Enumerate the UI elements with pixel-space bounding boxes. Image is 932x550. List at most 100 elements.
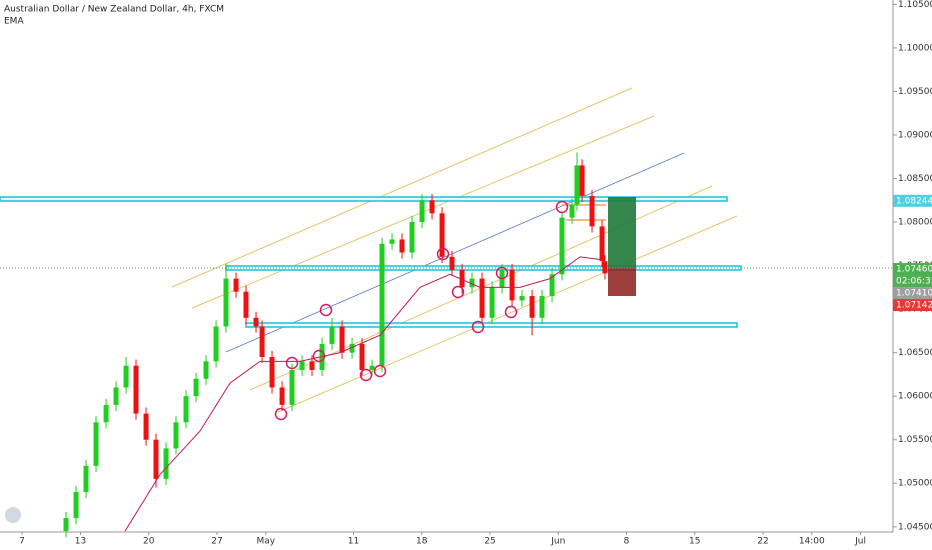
- candle-body: [399, 239, 405, 253]
- pivot-circle: [373, 364, 387, 378]
- x-tick-label: 18: [416, 537, 428, 547]
- candle-body: [253, 317, 259, 327]
- y-tick-label: 1.09000: [898, 130, 932, 140]
- y-tick-label: 1.05000: [898, 479, 932, 489]
- price-label-box: [893, 287, 932, 300]
- countdown: 02:06:31: [896, 277, 932, 287]
- candle-body: [419, 200, 425, 223]
- candle-body: [103, 404, 109, 423]
- candle-body: [63, 518, 69, 532]
- candle-body: [519, 296, 525, 301]
- candle-body: [279, 387, 285, 405]
- candle-body: [329, 326, 335, 344]
- plot: [63, 152, 608, 538]
- candle-body: [529, 296, 535, 318]
- logo: [5, 507, 21, 523]
- pivot-circle: [471, 320, 485, 334]
- x-tick-label: 14:00: [799, 537, 825, 547]
- candle-body: [549, 274, 555, 297]
- price-label-box: [893, 299, 932, 312]
- candle-body: [539, 296, 545, 318]
- candle-body: [193, 378, 199, 397]
- candle-body: [602, 261, 608, 274]
- candle-body: [113, 387, 119, 405]
- y-tick-label: 1.08000: [898, 218, 932, 228]
- x-tick-label: Jun: [550, 537, 565, 547]
- pivot-circle: [504, 305, 518, 319]
- price-label: 1.07410: [896, 289, 932, 299]
- candle-body: [579, 165, 585, 196]
- pivot-circle: [555, 200, 569, 214]
- candle-body: [173, 422, 179, 449]
- x-tick-label: May: [256, 537, 275, 547]
- candle-body: [339, 326, 345, 353]
- drawings: [0, 87, 893, 413]
- zone: [0, 196, 728, 202]
- x-tick-label: 15: [689, 537, 700, 547]
- candle-body: [389, 239, 395, 244]
- countdown-box: [893, 275, 932, 288]
- zone: [245, 322, 738, 328]
- pivot-circle: [312, 349, 326, 363]
- y-tick-label: 1.05500: [898, 435, 932, 445]
- circles: [274, 200, 569, 421]
- price-label-box: [893, 194, 932, 207]
- candle-body: [429, 200, 435, 214]
- x-tick-label: 22: [757, 537, 768, 547]
- indicator-name: EMA: [4, 17, 24, 27]
- x-tick-label: 20: [143, 537, 155, 547]
- candle-body: [509, 269, 515, 301]
- candle-body: [359, 343, 365, 371]
- candle-body: [459, 269, 465, 288]
- candle-body: [223, 278, 229, 327]
- candle-body: [93, 422, 99, 466]
- candle-body: [73, 491, 79, 519]
- x-tick-label: 8: [624, 537, 630, 547]
- candle-body: [409, 222, 415, 253]
- price-label: 1.07142: [896, 301, 932, 311]
- y-tick-label: 1.06000: [898, 392, 932, 402]
- channel-line: [171, 87, 633, 288]
- y-tick-label: 1.09500: [898, 87, 932, 97]
- candle-body: [574, 165, 580, 205]
- x-tick-label: 11: [348, 537, 359, 547]
- candle-body: [183, 396, 189, 423]
- candle-body: [143, 413, 149, 440]
- x-tick-label: 25: [484, 537, 495, 547]
- candle-body: [213, 326, 219, 362]
- candle-body: [559, 217, 565, 275]
- x-tick-label: 13: [75, 537, 86, 547]
- candle-body: [469, 278, 475, 288]
- pivot-circle: [285, 356, 299, 370]
- candle-body: [289, 370, 295, 405]
- channel-line: [277, 215, 738, 413]
- channel-midline: [225, 152, 685, 353]
- x-tick-label: 27: [211, 537, 222, 547]
- candle-body: [133, 365, 139, 414]
- y-tick-label: 1.08500: [898, 174, 932, 184]
- candle-body: [349, 343, 355, 353]
- pivot-circle: [495, 266, 509, 280]
- candle-body: [439, 213, 445, 257]
- y-tick-label: 1.06500: [898, 348, 932, 358]
- candle-body: [299, 361, 305, 371]
- candle-body: [269, 356, 275, 388]
- y-tick-label: 1.04500: [898, 522, 932, 532]
- candle-body: [449, 256, 455, 270]
- candle-body: [569, 204, 575, 218]
- target-zone: [608, 197, 636, 268]
- price-label-box: [893, 263, 932, 276]
- candle-body: [233, 278, 239, 292]
- candle-body: [203, 361, 209, 379]
- candle-body: [83, 465, 89, 492]
- candle-body: [589, 195, 595, 227]
- y-tick-label: 1.10000: [898, 43, 932, 53]
- candle-body: [123, 365, 129, 388]
- x-tick-label: 7: [19, 537, 25, 547]
- pivot-circle: [359, 368, 373, 382]
- candle-body: [479, 278, 485, 318]
- pivot-circle: [319, 303, 333, 317]
- candle-body: [379, 243, 385, 366]
